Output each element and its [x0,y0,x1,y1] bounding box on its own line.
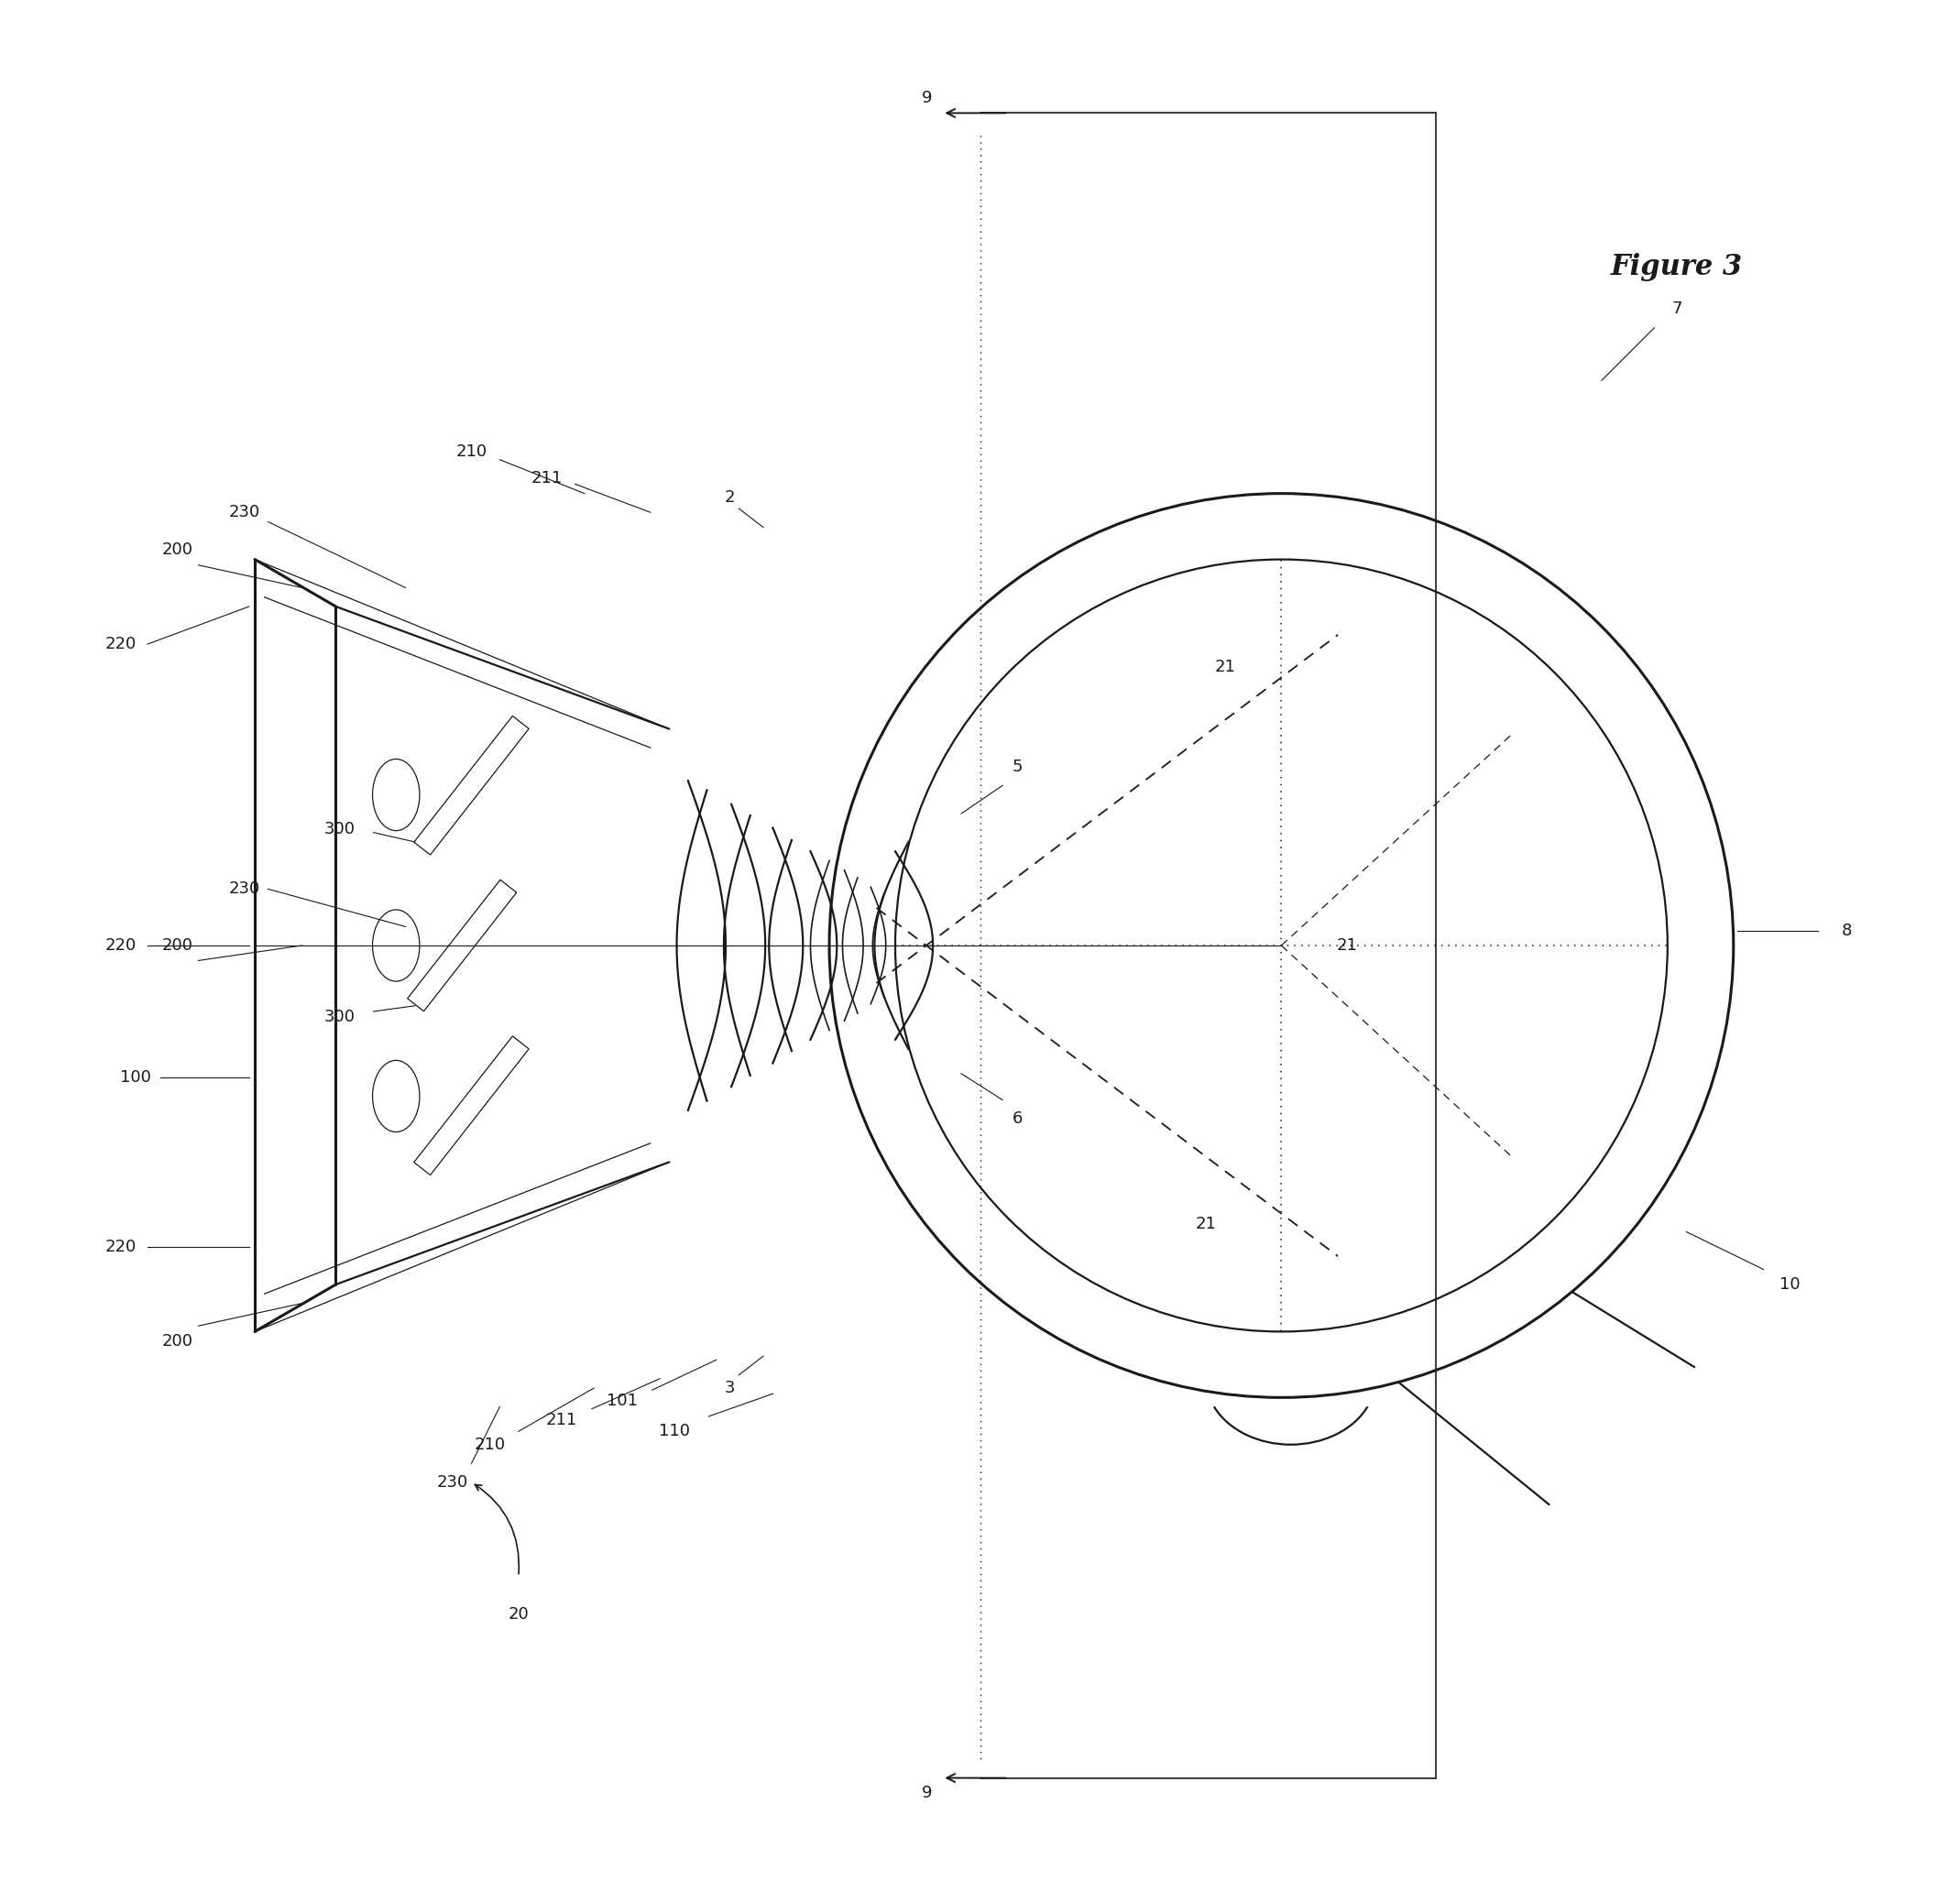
Text: 230: 230 [229,505,261,520]
Text: 3: 3 [723,1380,735,1396]
Text: 300: 300 [323,1008,355,1025]
Text: 220: 220 [104,635,135,652]
Text: 200: 200 [161,541,192,558]
Text: 10: 10 [1780,1276,1801,1293]
Text: 7: 7 [1672,301,1682,318]
Text: 230: 230 [437,1473,468,1490]
Text: 230: 230 [229,881,261,896]
Text: 100: 100 [120,1068,151,1085]
Text: Figure 3: Figure 3 [1611,253,1742,282]
Text: 5: 5 [1013,758,1023,775]
Text: 9: 9 [921,89,933,106]
Text: 21: 21 [1196,1216,1217,1233]
Text: 101: 101 [606,1394,637,1409]
Text: 210: 210 [457,444,486,460]
Text: 211: 211 [547,1413,578,1428]
Text: 211: 211 [531,471,563,486]
Text: 20: 20 [508,1605,529,1622]
Text: 300: 300 [323,821,355,838]
Text: 8: 8 [1840,923,1852,938]
Text: 21: 21 [1337,938,1358,953]
Text: 220: 220 [104,1239,135,1256]
Text: 9: 9 [921,1785,933,1802]
Text: 2: 2 [723,490,735,505]
Text: 220: 220 [104,938,135,953]
Text: 6: 6 [1013,1110,1023,1127]
Text: 200: 200 [161,938,192,953]
Text: 21: 21 [1215,658,1235,675]
Text: 110: 110 [659,1424,690,1439]
Text: 200: 200 [161,1333,192,1350]
Text: 210: 210 [474,1437,506,1452]
